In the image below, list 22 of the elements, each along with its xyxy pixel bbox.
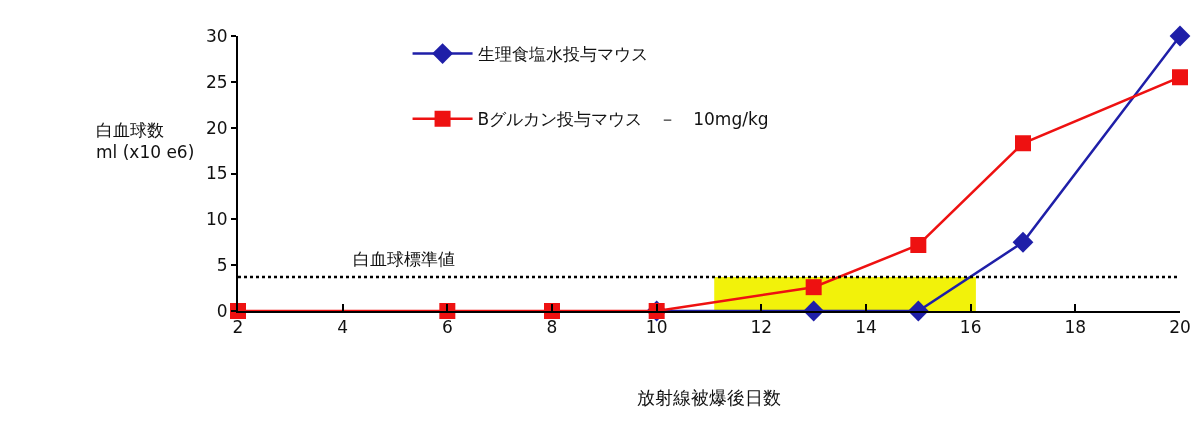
y-tick-label: 25 xyxy=(205,71,228,92)
y-tick-label: 15 xyxy=(205,163,228,184)
x-tick-label: 10 xyxy=(645,317,668,338)
y-tick-label: 5 xyxy=(216,255,228,276)
y-axis-title: 白血球数 ml (x10 e6) xyxy=(96,120,195,163)
ref-line-label: 白血球標準値 xyxy=(353,249,455,269)
x-tick-label: 4 xyxy=(337,317,349,338)
x-tick-label: 12 xyxy=(750,317,773,338)
x-tick-label: 8 xyxy=(546,317,558,338)
y-tick-label: 20 xyxy=(205,117,228,138)
x-axis-title: 放射線被爆後日数 xyxy=(637,387,781,408)
y-tick-label: 30 xyxy=(205,25,228,46)
x-tick-label: 20 xyxy=(1169,317,1191,338)
x-tick-label: 2 xyxy=(232,317,244,338)
x-tick-label: 16 xyxy=(959,317,982,338)
legend-label: Bグルカン投与マウス － 10mg/kg xyxy=(477,109,769,130)
legend-label: 生理食塩水投与マウス xyxy=(477,44,648,65)
x-tick-label: 14 xyxy=(855,317,877,338)
y-tick-label: 0 xyxy=(216,300,228,321)
x-tick-label: 18 xyxy=(1064,317,1087,338)
x-tick-label: 6 xyxy=(441,317,453,338)
y-tick-label: 10 xyxy=(205,209,228,230)
